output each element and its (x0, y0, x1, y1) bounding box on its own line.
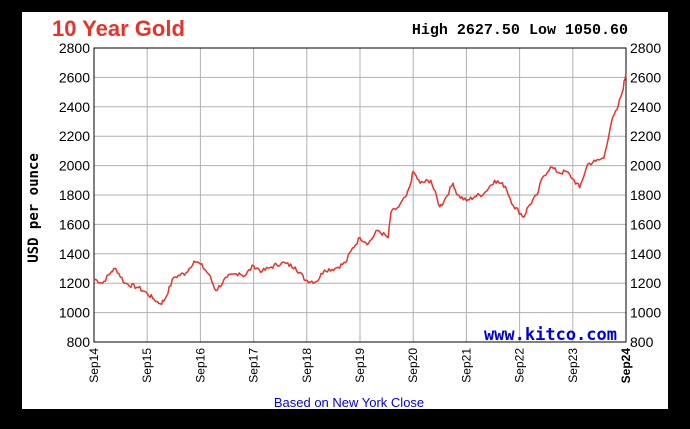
x-tick-label: Sep20 (406, 348, 420, 383)
y-tick-label-right: 1800 (630, 187, 661, 203)
y-tick-label-right: 2800 (630, 40, 661, 56)
high-value: 2627.50 (456, 22, 520, 39)
y-axis-label: USD per ounce (26, 153, 42, 263)
y-tick-label-right: 1400 (630, 246, 661, 262)
y-tick-label-right: 2600 (630, 69, 661, 85)
low-value: 1050.60 (564, 22, 628, 39)
y-tick-label-left: 2400 (59, 99, 90, 115)
y-tick-label-right: 1000 (630, 305, 661, 321)
x-tick-label: Sep22 (513, 348, 527, 383)
y-tick-label-left: 2200 (59, 128, 90, 144)
x-tick-label: Sep14 (87, 348, 101, 383)
y-tick-label-left: 1600 (59, 216, 90, 232)
x-tick-label: Sep17 (247, 348, 261, 383)
y-tick-label-left: 1800 (59, 187, 90, 203)
low-label: Low (528, 22, 556, 39)
y-tick-label-right: 800 (630, 334, 654, 350)
y-tick-label-right: 1600 (630, 216, 661, 232)
x-tick-label: Sep23 (566, 348, 580, 383)
high-label: High (411, 22, 448, 39)
y-tick-label-right: 2000 (630, 158, 661, 174)
y-tick-label-left: 1000 (59, 305, 90, 321)
x-tick-label: Sep15 (140, 348, 154, 383)
y-tick-label-left: 2600 (59, 69, 90, 85)
footnote: Based on New York Close (274, 395, 424, 409)
chart-frame: 10 Year Gold High 2627.50 Low 1050.60 80… (22, 12, 668, 409)
y-axis-right: 800 1000 1200 1400 1600 1800 2000 2200 2400 2600 2… (630, 40, 661, 350)
y-tick-label-left: 800 (67, 334, 91, 350)
y-tick-label-left: 2800 (59, 40, 90, 56)
chart-title: 10 Year Gold (52, 16, 185, 41)
gold-price-chart: 800 1000 1200 1400 1600 1800 2000 2200 2400 2600 2… (26, 40, 661, 409)
x-tick-label: Sep24 (619, 348, 633, 384)
x-tick-label: Sep21 (459, 348, 473, 383)
plot-border (93, 47, 627, 343)
y-tick-label-left: 2000 (59, 158, 90, 174)
price-series-line (93, 73, 627, 306)
y-tick-label-right: 2200 (630, 128, 661, 144)
y-axis-left: 800 1000 1200 1400 1600 1800 2000 2200 2400 2600 2… (59, 40, 90, 350)
x-tick-label: Sep19 (353, 348, 367, 383)
y-tick-label-right: 1200 (630, 275, 661, 291)
y-tick-label-right: 2400 (630, 99, 661, 115)
x-tick-label: Sep18 (300, 348, 314, 383)
y-tick-label-left: 1400 (59, 246, 90, 262)
kitco-watermark: www.kitco.com (484, 325, 617, 345)
y-tick-label-left: 1200 (59, 275, 90, 291)
x-axis: Sep14 Sep15 Sep16 Sep17 Sep18 Sep19 Sep20 Sep21… (87, 348, 633, 384)
x-tick-label: Sep16 (193, 348, 207, 383)
grid-lines (93, 47, 627, 343)
high-low-readout: High 2627.50 Low 1050.60 (412, 22, 628, 39)
